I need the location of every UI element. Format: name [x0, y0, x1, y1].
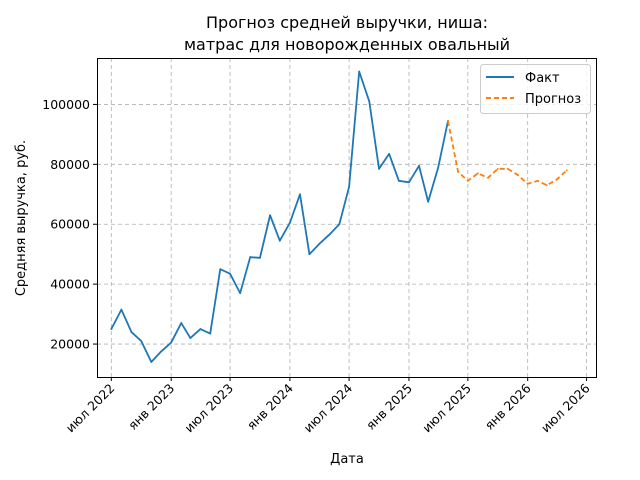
- data-point-forecast: [466, 179, 469, 182]
- data-point-fact: [239, 292, 242, 295]
- data-point-fact: [418, 164, 420, 167]
- data-point-fact: [328, 233, 331, 236]
- data-point-forecast: [496, 167, 499, 170]
- data-point-fact: [269, 214, 271, 217]
- data-point-forecast: [457, 170, 459, 173]
- y-axis-ticks: 20000 40000 60000 80000 100000: [42, 97, 97, 352]
- data-point-fact: [437, 166, 440, 169]
- data-point-fact: [338, 223, 341, 226]
- data-point-forecast: [506, 167, 509, 170]
- data-point-fact: [388, 152, 391, 155]
- legend: Факт Прогноз: [480, 64, 591, 114]
- data-point-forecast: [536, 179, 539, 182]
- data-point-fact: [308, 253, 311, 256]
- data-point-forecast: [545, 184, 548, 187]
- series-lines: [110, 70, 568, 363]
- data-point-fact: [150, 361, 153, 363]
- plot-frame: [97, 58, 597, 378]
- data-point-forecast: [526, 182, 529, 185]
- y-tick-label: 80000: [50, 157, 90, 172]
- data-point-fact: [368, 100, 371, 103]
- data-point-fact: [259, 256, 261, 259]
- data-point-fact: [229, 272, 231, 275]
- x-axis-label: Дата: [330, 452, 364, 467]
- data-point-fact: [140, 340, 143, 342]
- data-point-fact: [299, 193, 301, 196]
- data-point-forecast: [516, 173, 519, 176]
- data-point-fact: [358, 70, 361, 73]
- data-point-forecast: [477, 172, 479, 175]
- data-point-fact: [318, 242, 321, 245]
- data-point-fact: [130, 331, 133, 333]
- data-point-fact: [348, 185, 350, 188]
- y-tick-label: 100000: [42, 97, 90, 112]
- data-point-fact: [110, 328, 113, 330]
- data-point-fact: [427, 200, 430, 203]
- data-point-forecast: [565, 169, 568, 172]
- data-point-fact: [278, 239, 281, 242]
- y-tick-label: 40000: [50, 277, 90, 292]
- data-point-forecast: [556, 178, 558, 181]
- data-point-fact: [397, 179, 400, 182]
- data-point-fact: [170, 341, 173, 344]
- data-point-fact: [378, 167, 380, 170]
- data-point-fact: [408, 181, 410, 184]
- data-point-forecast: [447, 120, 449, 122]
- legend-label-forecast: Прогноз: [525, 92, 581, 107]
- data-point-fact: [189, 337, 192, 339]
- y-axis-label: Средняя выручка, руб.: [14, 140, 29, 296]
- data-point-fact: [120, 308, 123, 311]
- data-point-fact: [199, 328, 202, 330]
- chart-title-line-2: матрас для новорожденных овальный: [184, 35, 510, 54]
- data-point-fact: [219, 268, 222, 271]
- data-point-fact: [180, 322, 183, 324]
- data-point-fact: [160, 350, 162, 353]
- data-point-fact: [209, 332, 212, 335]
- data-point-fact: [289, 221, 291, 224]
- chart-title-line-1: Прогноз средней выручки, ниша:: [206, 13, 488, 32]
- y-tick-label: 60000: [50, 217, 90, 232]
- data-point-forecast: [487, 176, 489, 179]
- legend-label-fact: Факт: [525, 71, 560, 86]
- y-tick-label: 20000: [50, 337, 90, 352]
- data-point-fact: [249, 256, 252, 259]
